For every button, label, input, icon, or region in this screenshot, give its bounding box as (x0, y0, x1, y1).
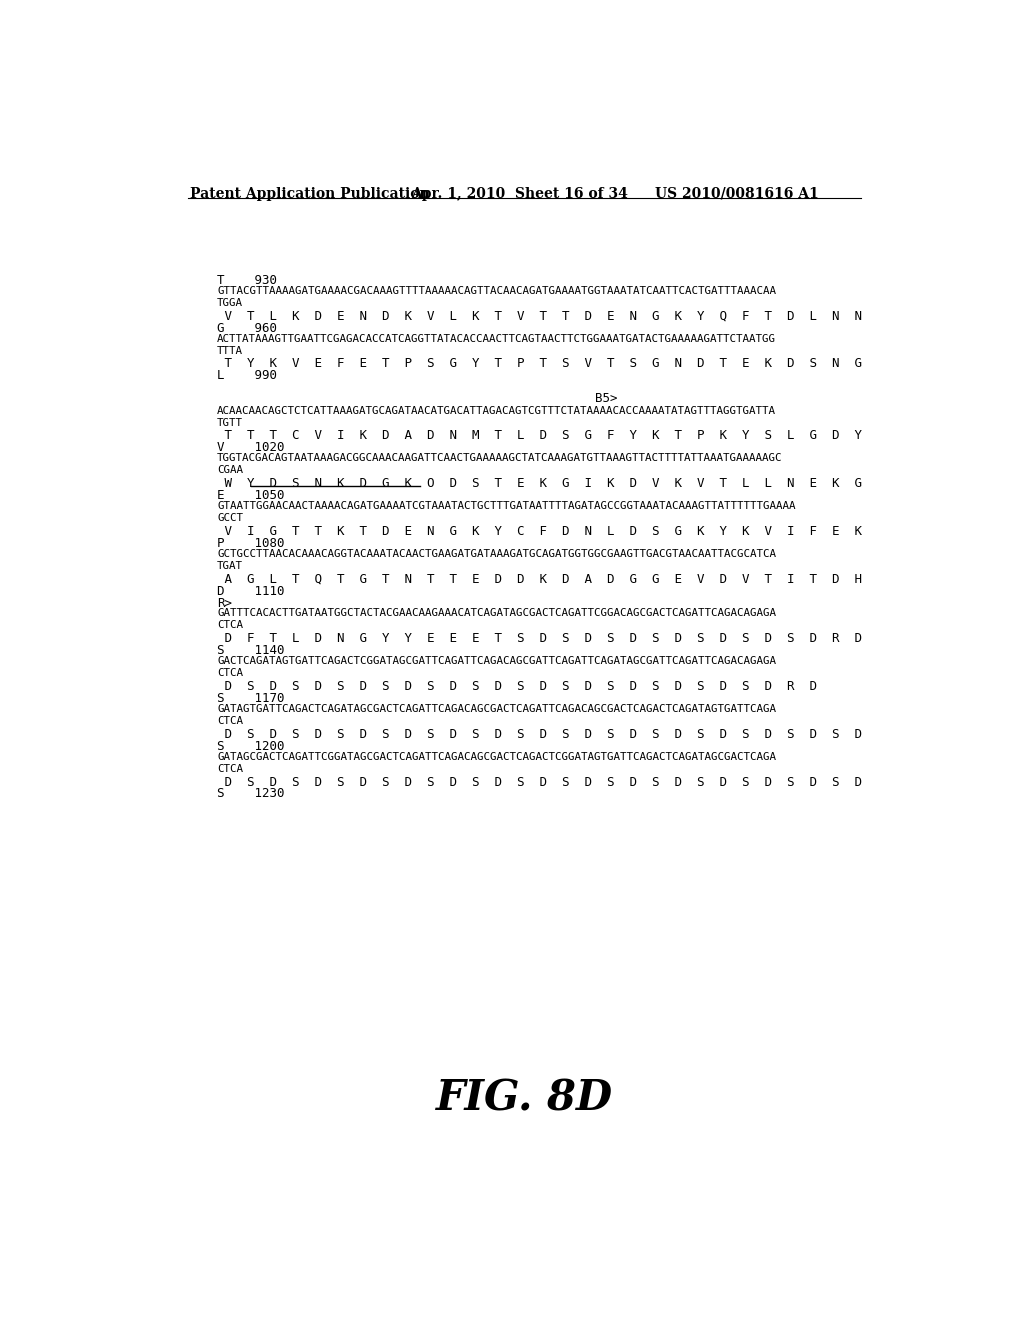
Text: TGAT: TGAT (217, 561, 243, 570)
Text: CTCA: CTCA (217, 620, 243, 631)
Text: GATAGCGACTCAGATTCGGATAGCGACTCAGATTCAGACAGCGACTCAGACTCGGATAGTGATTCAGACTCAGATAGCGA: GATAGCGACTCAGATTCGGATAGCGACTCAGATTCAGACA… (217, 751, 776, 762)
Text: S    1140: S 1140 (217, 644, 285, 657)
Text: GCCT: GCCT (217, 513, 243, 523)
Text: S    1230: S 1230 (217, 788, 285, 800)
Text: CTCA: CTCA (217, 715, 243, 726)
Text: US 2010/0081616 A1: US 2010/0081616 A1 (655, 187, 819, 201)
Text: S    1200: S 1200 (217, 739, 285, 752)
Text: D  S  D  S  D  S  D  S  D  S  D  S  D  S  D  S  D  S  D  S  D  S  D  S  D  R  D: D S D S D S D S D S D S D S D S D S D S … (217, 680, 817, 693)
Text: Apr. 1, 2010  Sheet 16 of 34: Apr. 1, 2010 Sheet 16 of 34 (411, 187, 628, 201)
Text: CGAA: CGAA (217, 465, 243, 475)
Text: GACTCAGATAGTGATTCAGACTCGGATAGCGATTCAGATTCAGACAGCGATTCAGATTCAGATAGCGATTCAGATTCAGA: GACTCAGATAGTGATTCAGACTCGGATAGCGATTCAGATT… (217, 656, 776, 667)
Text: G    960: G 960 (217, 322, 278, 335)
Text: ACTTATAAAGTTGAATTCGAGACACCATCAGGTTATACACCAACTTCAGTAACTTCTGGAAATGATACTGAAAAAGATTC: ACTTATAAAGTTGAATTCGAGACACCATCAGGTTATACAC… (217, 334, 776, 343)
Text: S    1170: S 1170 (217, 692, 285, 705)
Text: GCTGCCTTAACACAAACAGGTACAAATACAACTGAAGATGATAAAGATGCAGATGGTGGCGAAGTTGACGTAACAATTAC: GCTGCCTTAACACAAACAGGTACAAATACAACTGAAGATG… (217, 549, 776, 558)
Text: V  I  G  T  T  K  T  D  E  N  G  K  Y  C  F  D  N  L  D  S  G  K  Y  K  V  I  F : V I G T T K T D E N G K Y C F D N L D S … (217, 525, 862, 539)
Text: TGGA: TGGA (217, 298, 243, 308)
Text: FIG. 8D: FIG. 8D (436, 1077, 613, 1119)
Text: B5>: B5> (595, 392, 617, 405)
Text: T  T  T  C  V  I  K  D  A  D  N  M  T  L  D  S  G  F  Y  K  T  P  K  Y  S  L  G : T T T C V I K D A D N M T L D S G F Y K … (217, 429, 862, 442)
Text: D  S  D  S  D  S  D  S  D  S  D  S  D  S  D  S  D  S  D  S  D  S  D  S  D  S  D : D S D S D S D S D S D S D S D S D S D S … (217, 776, 862, 788)
Text: T  Y  K  V  E  F  E  T  P  S  G  Y  T  P  T  S  V  T  S  G  N  D  T  E  K  D  S : T Y K V E F E T P S G Y T P T S V T S G … (217, 358, 862, 371)
Text: R>: R> (217, 597, 232, 610)
Text: GTTACGTTAAAAGATGAAAACGACAAAGTTTTAAAAACAGTTACAACAGATGAAAATGGTAAATATCAATTCACTGATTT: GTTACGTTAAAAGATGAAAACGACAAAGTTTTAAAAACAG… (217, 286, 776, 296)
Text: L    990: L 990 (217, 370, 278, 383)
Text: ACAACAACAGCTCTCATTAAAGATGCAGATAACATGACATTAGACAGTCGTTTCTATAAAACACCAAAATATAGTTTAGG: ACAACAACAGCTCTCATTAAAGATGCAGATAACATGACAT… (217, 405, 776, 416)
Text: D  F  T  L  D  N  G  Y  Y  E  E  E  T  S  D  S  D  S  D  S  D  S  D  S  D  S  D : D F T L D N G Y Y E E E T S D S D S D S … (217, 632, 862, 645)
Text: P    1080: P 1080 (217, 537, 285, 550)
Text: TGGTACGACAGTAATAAAGACGGCAAACAAGATTCAACTGAAAAAGCTATCAAAGATGTTAAAGTTACTTTTATTAAATG: TGGTACGACAGTAATAAAGACGGCAAACAAGATTCAACTG… (217, 453, 782, 463)
Text: GATAGTGATTCAGACTCAGATAGCGACTCAGATTCAGACAGCGACTCAGATTCAGACAGCGACTCAGACTCAGATAGTGA: GATAGTGATTCAGACTCAGATAGCGACTCAGATTCAGACA… (217, 704, 776, 714)
Text: E    1050: E 1050 (217, 490, 285, 502)
Text: TGTT: TGTT (217, 417, 243, 428)
Text: V  T  L  K  D  E  N  D  K  V  L  K  T  V  T  T  D  E  N  G  K  Y  Q  F  T  D  L : V T L K D E N D K V L K T V T T D E N G … (217, 310, 862, 322)
Text: D  S  D  S  D  S  D  S  D  S  D  S  D  S  D  S  D  S  D  S  D  S  D  S  D  S  D : D S D S D S D S D S D S D S D S D S D S … (217, 727, 862, 741)
Text: Patent Application Publication: Patent Application Publication (190, 187, 430, 201)
Text: W  Y  D  S  N  K  D  G  K  O  D  S  T  E  K  G  I  K  D  V  K  V  T  L  L  N  E : W Y D S N K D G K O D S T E K G I K D V … (217, 478, 862, 490)
Text: TTTA: TTTA (217, 346, 243, 355)
Text: CTCA: CTCA (217, 668, 243, 678)
Text: GTAATTGGAACAACTAAAACAGATGAAAATCGTAAATACTGCTTTGATAATTTTAGATAGCCGGTAAATACAAAGTTATT: GTAATTGGAACAACTAAAACAGATGAAAATCGTAAATACT… (217, 502, 796, 511)
Text: D    1110: D 1110 (217, 585, 285, 598)
Text: T    930: T 930 (217, 275, 278, 286)
Text: GATTTCACACTTGATAATGGCTACTACGAACAAGAAACATCAGATAGCGACTCAGATTCGGACAGCGACTCAGATTCAGA: GATTTCACACTTGATAATGGCTACTACGAACAAGAAACAT… (217, 609, 776, 619)
Text: A  G  L  T  Q  T  G  T  N  T  T  E  D  D  K  D  A  D  G  G  E  V  D  V  T  I  T : A G L T Q T G T N T T E D D K D A D G G … (217, 573, 862, 586)
Text: CTCA: CTCA (217, 763, 243, 774)
Text: V    1020: V 1020 (217, 441, 285, 454)
